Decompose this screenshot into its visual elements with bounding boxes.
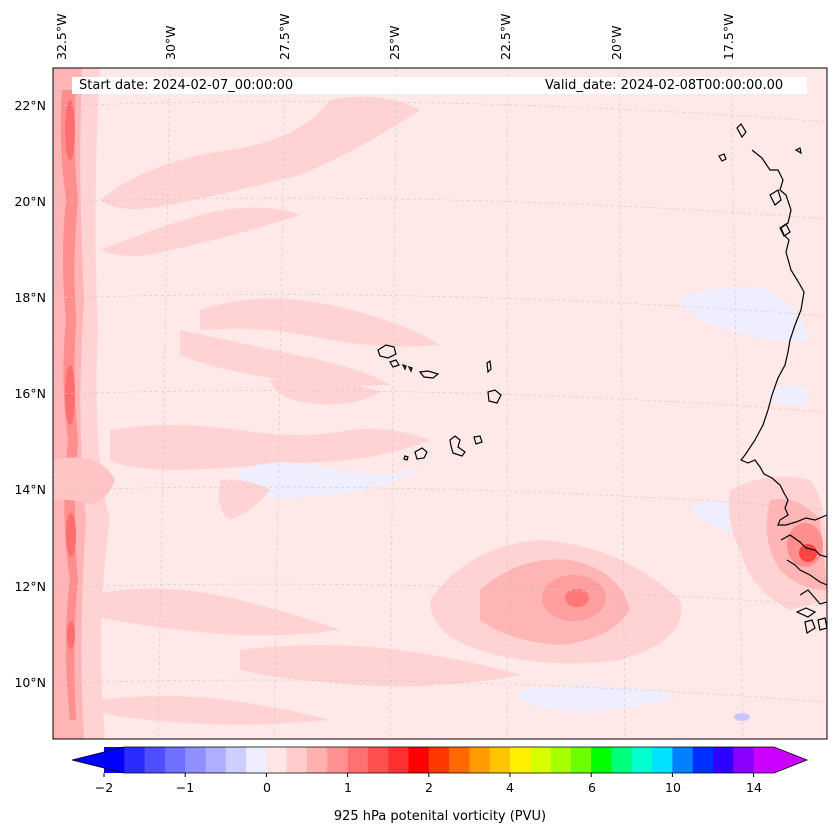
colorbar-cell: [510, 747, 531, 773]
lat-label: 10°N: [14, 675, 46, 690]
colorbar-cell: [408, 747, 430, 773]
colorbar-tick-label: 0: [263, 780, 271, 795]
pv-maximum-12N-22W: [430, 540, 682, 664]
colorbar-tick-label: 2: [425, 780, 433, 795]
colorbar-ticks: [103, 773, 755, 777]
colorbar-cell: [530, 747, 552, 773]
colorbar-cell: [428, 747, 450, 773]
cape-verde-islands: [377, 344, 502, 461]
colorbar-cell: [733, 747, 755, 773]
colorbar-label: 925 hPa potenital vorticity (PVU): [333, 809, 547, 824]
colorbar-cell: [631, 747, 653, 773]
lat-label: 12°N: [14, 579, 46, 594]
colorbar-cell: [489, 747, 511, 773]
colorbar-under-arrow: [72, 747, 124, 773]
lat-label: 16°N: [14, 386, 46, 401]
colorbar-cell: [713, 747, 734, 773]
colorbar-cell: [449, 747, 470, 773]
date-banner: [72, 77, 807, 94]
colorbar-cell: [205, 747, 227, 773]
colorbar-tick-label: 1: [344, 780, 352, 795]
lat-label: 22°N: [14, 98, 46, 113]
colorbar-cell: [185, 747, 207, 773]
colorbar-cell: [307, 747, 328, 773]
coastal-pv-maximum: [728, 476, 827, 610]
southern-pv-streaks: [90, 588, 750, 725]
west-boundary-pv-band: [53, 68, 115, 739]
valid-date-label: Valid_date: 2024-02-08T00:00:00.00: [545, 78, 784, 93]
colorbar-tick-label: −2: [94, 780, 114, 795]
west-africa-coastline: [718, 123, 827, 634]
colorbar-cell: [144, 747, 166, 773]
colorbar-cell: [266, 747, 288, 773]
colorbar-cell: [286, 747, 308, 773]
colorbar-tick-label: 6: [588, 780, 596, 795]
colorbar-cell: [225, 747, 247, 773]
colorbar-cell: [246, 747, 267, 773]
colorbar-tick-label: −1: [175, 780, 195, 795]
colorbar-over-arrow: [774, 747, 807, 773]
colorbar-cell: [652, 747, 673, 773]
colorbar-tick-label: 10: [665, 780, 681, 795]
colorbar-cell: [469, 747, 491, 773]
lat-label: 18°N: [14, 290, 46, 305]
colorbar-cell: [550, 747, 572, 773]
map-frame: [52, 67, 828, 740]
colorbar-cell: [692, 747, 714, 773]
colorbar-cell: [124, 747, 146, 773]
colorbar-cells: [104, 747, 775, 773]
colorbar-cell: [164, 747, 186, 773]
graticule: [53, 68, 827, 739]
northern-pv-streaks: [100, 96, 420, 256]
colorbar-cell: [388, 747, 410, 773]
colorbar-cell: [591, 747, 613, 773]
colorbar-cell: [347, 747, 369, 773]
lat-label: 20°N: [14, 194, 46, 209]
colorbar-outline: [71, 746, 809, 774]
colorbar-cell: [570, 747, 592, 773]
colorbar-cell: [753, 747, 775, 773]
colorbar-cell: [367, 747, 389, 773]
colorbar-tick-label: 4: [506, 780, 514, 795]
colorbar-cell: [672, 747, 694, 773]
colorbar-cell: [611, 747, 633, 773]
colorbar-cell: [327, 747, 349, 773]
lat-label: 14°N: [14, 482, 46, 497]
colorbar-tick-label: 14: [746, 780, 762, 795]
central-pv-streaks: [110, 298, 440, 520]
start-date-label: Start date: 2024-02-07_00:00:00: [79, 78, 294, 93]
